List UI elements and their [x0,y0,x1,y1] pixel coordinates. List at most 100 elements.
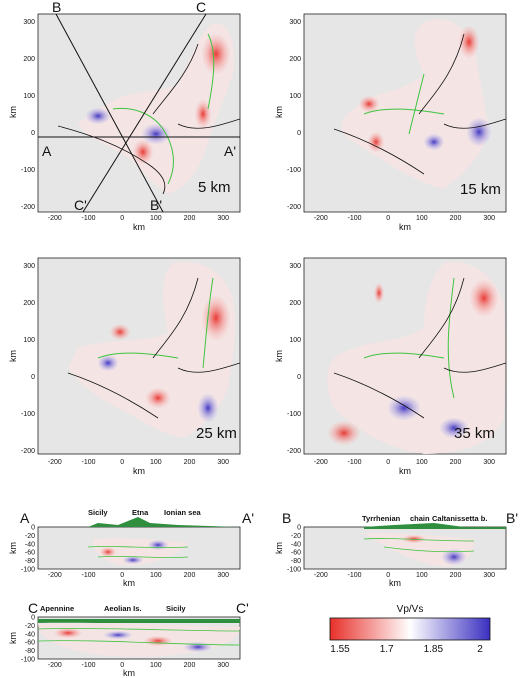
section-label: Apennine [40,604,74,613]
map-y-tick: 100 [289,93,301,100]
section-x-tick: -200 [314,572,328,579]
map-x-tick: 0 [386,459,390,466]
map-panel-25km: 25 km [37,257,241,455]
map-x-tick: -200 [314,215,328,222]
section-y-tick: -40 [291,541,301,548]
map-x-tick: -200 [48,215,62,222]
section-label: chain [410,514,430,523]
depth-label: 25 km [196,425,237,442]
depth-label: 5 km [198,179,231,196]
map-x-tick: 100 [416,215,428,222]
map-y-tick: 200 [289,56,301,63]
map-y-tick: -200 [21,448,35,455]
section-y-tick: -80 [291,558,301,565]
map-panel-15km: 15 km [303,13,507,213]
depth-label: 35 km [454,425,495,442]
map-y-tick: 300 [23,263,35,270]
section-b: B B' Tyrrhenian chain Caltanissetta b. [282,510,518,570]
section-y-label: km [8,542,18,554]
section-y-tick: 0 [31,615,35,622]
section-y-label: km [274,542,284,554]
map-y-tick: -100 [287,167,301,174]
map-x-tick: 300 [217,215,229,222]
section-label: Ionian sea [164,508,202,517]
colorbar-ticks: 1.55 1.7 1.85 2 [330,644,483,655]
section-y-tick: -80 [25,648,35,655]
section-x-tick: 100 [150,572,162,579]
map-x-label: km [133,466,145,476]
map-x-tick: 0 [386,215,390,222]
map-y-tick: -100 [21,411,35,418]
section-x-tick: -200 [48,572,62,579]
section-x-tick: 100 [150,662,162,669]
map-x-tick: 200 [184,215,196,222]
section-y-tick: -100 [21,567,35,574]
map-x-tick: 300 [217,459,229,466]
colorbar: Vp/Vs 1.55 1.7 1.85 2 [329,604,491,655]
section-x-tick: -100 [347,572,361,579]
map-y-tick: -100 [287,411,301,418]
map-y-tick: 0 [297,130,301,137]
map-x-tick: 200 [450,215,462,222]
section-start-letter: B [282,510,291,526]
map-y-tick: 300 [289,19,301,26]
section-y-label: km [8,632,18,644]
map-y-label: km [274,106,284,118]
map-axes: -200 -100 0 100 200 300 300 200 100 0 -100 -200 km km… [8,19,495,476]
section-x-tick: 300 [217,662,229,669]
profile-letter-a-prime: A' [224,143,236,159]
section-label: Etna [132,508,149,517]
map-y-tick: -200 [287,448,301,455]
section-y-tick: -100 [287,567,301,574]
section-x-tick: 0 [386,572,390,579]
map-y-tick: -200 [21,204,35,211]
map-x-tick: -200 [314,459,328,466]
section-end-letter: C' [236,600,249,616]
section-axes: 0-20-40-60-80-100-200 -100 0 100 200 300kmkm0… [8,525,495,678]
section-y-tick: -80 [25,558,35,565]
map-x-tick: -100 [81,459,95,466]
map-x-label: km [399,222,411,232]
section-x-tick: 0 [120,572,124,579]
map-x-tick: 0 [120,215,124,222]
map-y-label: km [8,106,18,118]
map-y-tick: 100 [289,337,301,344]
section-y-tick: 0 [297,525,301,532]
map-x-tick: 100 [150,459,162,466]
section-x-label: km [123,578,135,588]
map-y-tick: 0 [31,374,35,381]
colorbar-tick: 1.55 [330,644,350,655]
profile-letter-c-prime: C' [74,197,87,213]
section-x-tick: -100 [81,662,95,669]
section-label: Sicily [88,508,108,517]
depth-label: 15 km [460,181,501,198]
map-x-tick: 0 [120,459,124,466]
map-x-tick: -100 [347,215,361,222]
section-end-letter: A' [242,510,254,526]
map-x-label: km [133,222,145,232]
map-x-label: km [399,466,411,476]
map-x-tick: 200 [184,459,196,466]
section-y-tick: -40 [25,541,35,548]
map-y-tick: 200 [23,56,35,63]
map-x-tick: -100 [81,215,95,222]
colorbar-ramp [329,617,491,641]
section-x-tick: 100 [416,572,428,579]
section-x-label: km [389,578,401,588]
map-y-tick: 100 [23,93,35,100]
section-y-tick: -60 [291,550,301,557]
section-start-letter: C [28,600,38,616]
section-a: A A' Sicily Etna Ionian sea [20,508,254,570]
section-label: Tyrrhenian [362,514,401,523]
section-c: C C' Apennine Aeolian Is. Sicily [28,600,249,660]
map-panel-35km: 35 km [303,257,507,455]
section-label: Sicily [166,604,186,613]
section-y-tick: -100 [21,657,35,664]
section-y-tick: 0 [31,525,35,532]
map-y-tick: -100 [21,167,35,174]
colorbar-title: Vp/Vs [397,604,424,615]
map-x-tick: -100 [347,459,361,466]
section-x-label: km [123,668,135,678]
map-y-tick: 100 [23,337,35,344]
